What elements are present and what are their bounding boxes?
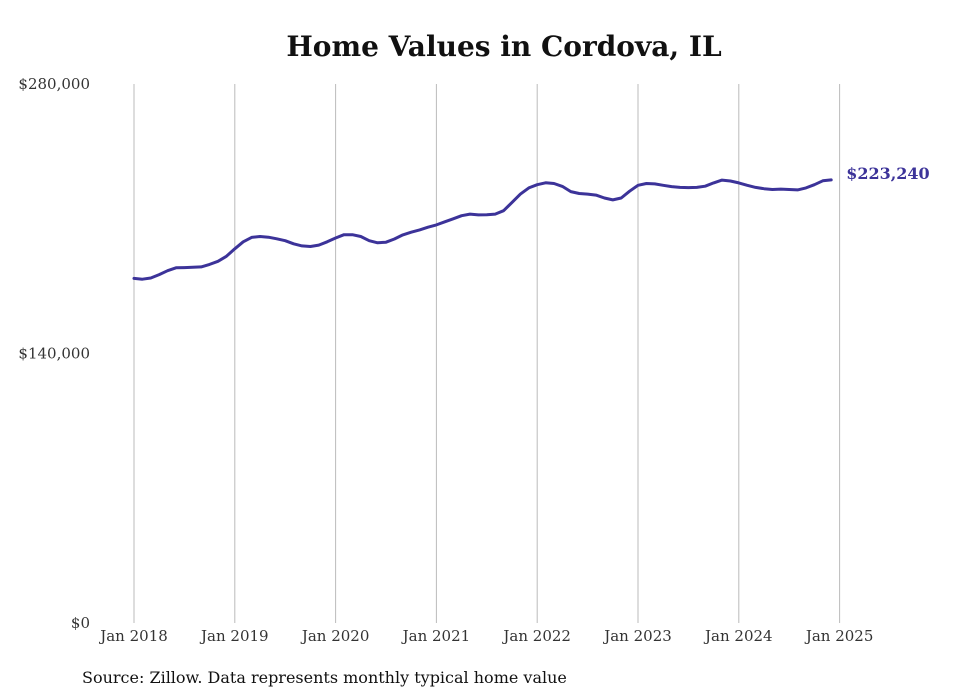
x-tick-label: Jan 2021	[401, 627, 471, 645]
end-value-label: $223,240	[846, 164, 930, 183]
series-layer: $223,240	[132, 164, 930, 281]
series-line	[132, 178, 833, 281]
x-tick-label: Jan 2018	[98, 627, 168, 645]
source-note: Source: Zillow. Data represents monthly …	[82, 668, 567, 687]
x-axis-ticks: Jan 2018 Jan 2019 Jan 2020 Jan 2021 Jan 2022…	[98, 627, 873, 645]
x-tick-label: Jan 2025	[804, 627, 874, 645]
x-tick-label: Jan 2019	[199, 627, 269, 645]
x-tick-label: Jan 2020	[300, 627, 370, 645]
x-tick-label: Jan 2022	[501, 627, 571, 645]
x-tick-label: Jan 2024	[703, 627, 773, 645]
y-tick-label: $140,000	[18, 345, 90, 363]
gridlines	[133, 84, 841, 623]
y-tick-label: $0	[71, 614, 90, 632]
y-axis-ticks: $0 $140,000 $280,000	[18, 75, 90, 632]
y-tick-label: $280,000	[18, 75, 90, 93]
chart-title: Home Values in Cordova, IL	[286, 30, 722, 63]
x-tick-label: Jan 2023	[602, 627, 672, 645]
